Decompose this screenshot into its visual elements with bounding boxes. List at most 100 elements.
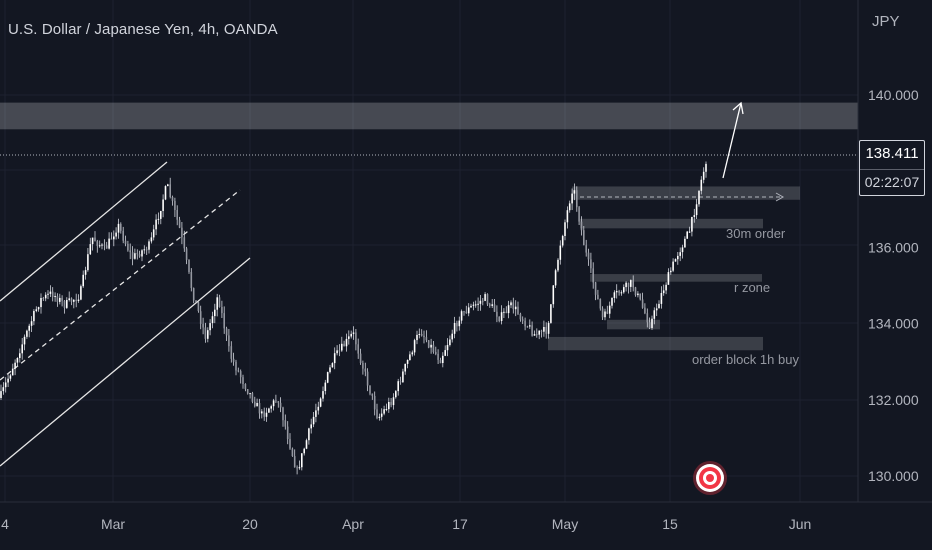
candle-body [632, 280, 634, 288]
candle-body [47, 293, 49, 295]
candle-body [9, 375, 12, 379]
candle-body [564, 222, 566, 236]
candle-body [507, 305, 510, 314]
bar-countdown: 02:22:07 [864, 174, 920, 190]
zone-rect[interactable] [607, 319, 660, 330]
candle-body [618, 291, 620, 293]
candle-body [402, 371, 404, 383]
zone-rect[interactable] [0, 102, 858, 130]
candle-body [296, 467, 298, 469]
candle-body [416, 334, 418, 341]
y-tick-label: 132.000 [868, 392, 919, 408]
candle-body [230, 346, 233, 359]
candle-body [571, 193, 573, 204]
zone-rect[interactable] [590, 274, 762, 282]
candle-body [651, 318, 653, 328]
channel-lower-line[interactable] [0, 257, 251, 467]
candle-body [482, 300, 484, 302]
zone-label[interactable]: 30m order [726, 226, 786, 241]
zone-label[interactable]: order block 1h buy [692, 352, 799, 367]
x-tick-label: Apr [342, 516, 364, 532]
candle-body [84, 270, 87, 275]
candle-body [44, 294, 47, 299]
candle-body [470, 305, 472, 308]
candle-body [702, 171, 705, 180]
target-dashed-line[interactable] [580, 192, 785, 202]
candle-body [70, 298, 73, 302]
candle-body [427, 340, 430, 348]
candle-body [359, 353, 362, 363]
candle-body [89, 244, 92, 255]
candle-body [124, 240, 127, 244]
candle-body [11, 368, 14, 376]
candle-body [573, 190, 576, 194]
candle-body [496, 311, 498, 317]
candle-body [670, 270, 672, 273]
candle-body [40, 298, 42, 308]
zone-rect[interactable] [572, 186, 800, 200]
candle-body [0, 391, 2, 398]
candle-body [677, 255, 679, 260]
candle-body [63, 300, 66, 308]
candle-body [16, 358, 19, 363]
candle-body [341, 343, 343, 351]
time-axis[interactable]: 4 Mar 20 Apr 17 May 15 Jun [1, 516, 811, 532]
candle-body [101, 244, 103, 246]
candle-body [493, 304, 496, 312]
candle-body [164, 186, 167, 200]
candle-body [145, 249, 148, 251]
candle-body [336, 350, 338, 354]
candle-body [472, 304, 475, 306]
projection-arrow[interactable] [722, 101, 744, 179]
candle-body [282, 407, 284, 421]
candle-body [195, 300, 197, 303]
candle-body [338, 350, 341, 352]
candle-body [648, 322, 651, 328]
candle-body [594, 282, 597, 295]
candle-body [148, 241, 150, 250]
candle-body [613, 292, 616, 298]
candle-body [585, 245, 587, 253]
candle-body [310, 424, 312, 429]
candle-body [665, 284, 667, 291]
zone-label[interactable]: r zone [734, 280, 770, 295]
x-tick-label: Jun [789, 516, 812, 532]
candle-body [138, 254, 141, 257]
candle-body [348, 336, 350, 339]
x-tick-label: 17 [452, 516, 468, 532]
candle-body [301, 453, 303, 468]
candle-body [637, 293, 639, 296]
candle-body [289, 439, 291, 449]
candle-body [122, 230, 124, 241]
candle-body [681, 247, 684, 253]
candle-body [19, 353, 21, 358]
candle-body [623, 287, 625, 293]
candle-body [465, 311, 468, 314]
candle-body [68, 298, 70, 300]
zone-rect[interactable] [580, 218, 763, 229]
candle-body [246, 389, 249, 394]
candle-body [439, 360, 442, 364]
candle-body [418, 334, 421, 335]
candle-body [597, 294, 599, 299]
candle-body [409, 354, 411, 360]
symbol-title[interactable]: U.S. Dollar / Japanese Yen, 4h, OANDA [8, 21, 278, 38]
candle-body [284, 420, 287, 427]
grid [0, 0, 858, 502]
target-marker-icon[interactable] [693, 461, 727, 495]
channel-middle-line[interactable] [0, 189, 241, 381]
zone-rect[interactable] [548, 336, 763, 351]
candle-body [4, 382, 7, 388]
candle-body [275, 400, 277, 402]
trend-channel[interactable] [0, 161, 251, 467]
candle-body [345, 338, 348, 347]
candle-body [430, 344, 432, 348]
candle-body [500, 312, 503, 321]
candle-body [117, 223, 120, 233]
candle-body [512, 302, 515, 310]
candle-body [324, 382, 327, 391]
candle-body [559, 245, 562, 260]
candle-body [167, 184, 169, 187]
channel-upper-line[interactable] [0, 161, 168, 302]
